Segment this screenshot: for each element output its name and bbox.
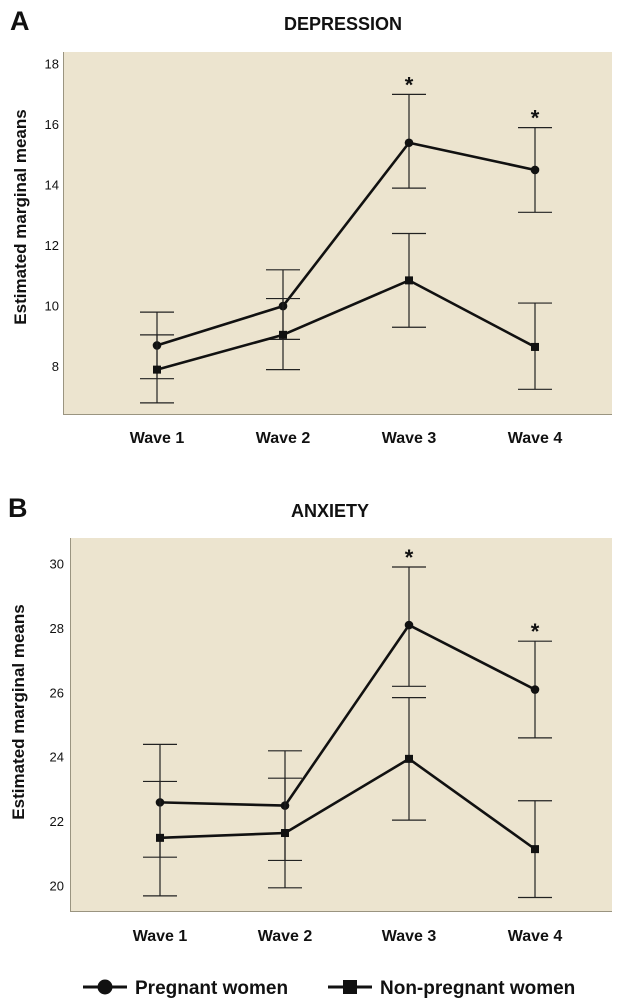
legend: Pregnant women Non-pregnant women [83,978,575,999]
legend-pregnant-label: Pregnant women [135,978,288,999]
panel-b-non-pregnant-women-point [405,754,413,763]
panel-b-y-tick-label: 24 [50,750,64,765]
panel-a: A DEPRESSION Estimated marginal means 8 1… [10,6,612,447]
panel-a-non-pregnant-women-line [156,279,536,371]
panel-a-title: DEPRESSION [284,14,402,34]
panel-a-y-tick-label: 12 [45,238,59,253]
panel-b-x-tick-label: Wave 2 [258,928,313,945]
panel-a-y-axis-label: Estimated marginal means [11,109,30,324]
panel-b-letter: B [8,493,28,523]
panel-b-y-tick-label: 20 [50,879,64,894]
panel-a-pregnant-women-line [156,141,536,347]
panel-a-pregnant-women-point [404,138,414,148]
panel-a-x-tick-label: Wave 3 [382,430,437,447]
panel-b-significance-asterisk: * [531,619,540,644]
panel-a-letter: A [10,6,30,36]
panel-b-y-tick-label: 28 [50,621,64,636]
panel-a-pregnant-women-point [530,165,540,175]
panel-b-pregnant-women-line [159,623,536,807]
panel-b-x-tick-label: Wave 1 [133,928,188,945]
panel-a-non-pregnant-women-point [531,342,539,351]
panel-b-pregnant-women-point [530,685,540,694]
panel-a-non-pregnant-women-point [405,276,413,285]
panel-a-y-tick-label: 10 [45,299,59,314]
panel-a-y-tick-label: 14 [45,178,59,193]
panel-a-y-tick-label: 16 [45,117,59,132]
legend-pregnant-marker [97,979,113,995]
panel-b-y-tick-label: 30 [50,556,64,571]
panel-b-pregnant-women-point [404,620,414,630]
panel-b-y-tick-label: 26 [50,685,64,700]
panel-b: B ANXIETY Estimated marginal means 20222… [8,493,612,945]
panel-b-marks: 20 22 24 26 28 30 Wave 1 Wave 2 Wave 3 Wave 4 * * [50,545,563,945]
panel-b-y-axis-label: Estimated marginal means [9,604,28,819]
panel-a-x-tick-label: Wave 1 [130,430,185,447]
panel-b-non-pregnant-women-point [281,829,289,838]
legend-nonpregnant-marker [343,980,357,994]
panel-b-y-tick-label: 22 [50,814,64,829]
panel-a-x-tick-label: Wave 2 [256,430,311,447]
panel-a-non-pregnant-women-point [279,330,287,339]
panel-a-y-tick-label: 8 [52,359,59,374]
panel-b-x-tick-label: Wave 4 [508,928,563,945]
panel-a-non-pregnant-women-point [153,365,161,374]
panel-b-significance-asterisk: * [405,545,414,570]
panel-a-marks: 8 10 12 14 16 18 Wave 1 Wave 2 Wave 3 Wave 4 * * [45,57,563,447]
panel-a-significance-asterisk: * [531,106,540,131]
legend-nonpregnant-label: Non-pregnant women [380,978,575,999]
panel-a-significance-asterisk: * [405,72,414,97]
panel-b-x-tick-label: Wave 3 [382,928,437,945]
panel-a-y-tick-label: 18 [45,57,59,72]
panel-b-title: ANXIETY [291,501,369,521]
panel-b-non-pregnant-women-point [156,833,164,842]
panel-b-non-pregnant-women-point [531,845,539,854]
panel-a-x-tick-label: Wave 4 [508,430,563,447]
panel-b-non-pregnant-women-line [159,757,536,851]
